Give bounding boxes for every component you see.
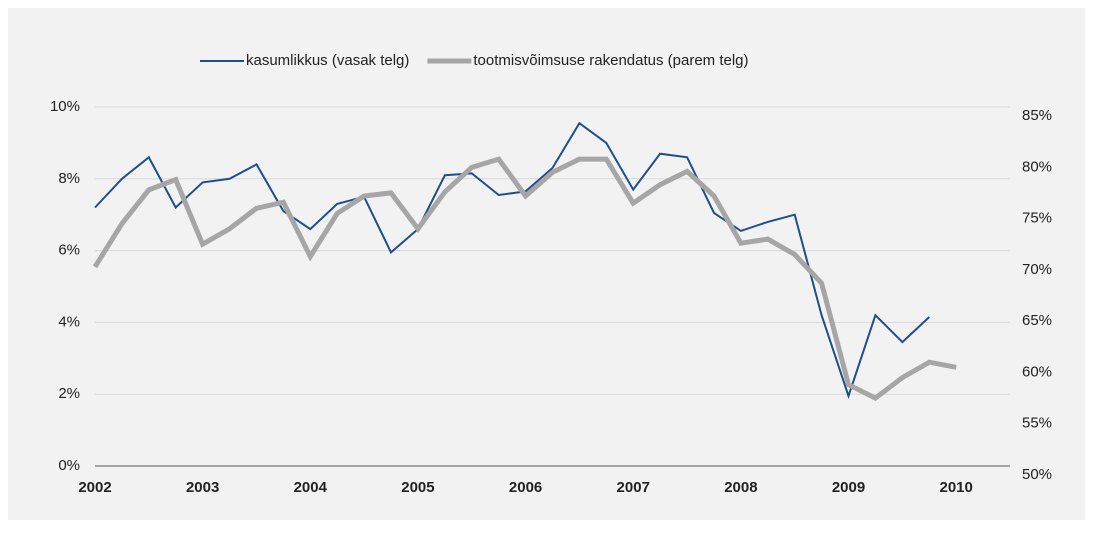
y-tick-label: 4% [58, 313, 80, 330]
series-line [92, 156, 957, 402]
y2-tick-label: 75% [1022, 210, 1052, 227]
legend-label: kasumlikkus (vasak telg) [246, 52, 409, 69]
legend-label: tootmisvõimsuse rakendatus (parem telg) [473, 52, 748, 69]
x-tick-label: 2010 [939, 479, 972, 496]
x-tick-label: 2009 [832, 479, 865, 496]
y2-tick-label: 80% [1022, 158, 1052, 175]
y-tick-label: 10% [50, 98, 80, 115]
chart-background [8, 8, 1085, 520]
y-tick-label: 0% [58, 457, 80, 474]
series-line [94, 121, 930, 400]
y-tick-label: 6% [58, 242, 80, 259]
x-tick-label: 2003 [186, 479, 219, 496]
x-tick-label: 2002 [78, 479, 111, 496]
y-tick-label: 2% [58, 385, 80, 402]
y2-tick-label: 65% [1022, 312, 1052, 329]
x-tick-label: 2006 [509, 479, 542, 496]
x-tick-label: 2005 [401, 479, 434, 496]
y-tick-label: 8% [58, 170, 80, 187]
x-tick-label: 2007 [617, 479, 650, 496]
y2-tick-label: 55% [1022, 415, 1052, 432]
y2-tick-label: 70% [1022, 261, 1052, 278]
x-tick-label: 2004 [294, 479, 328, 496]
y2-tick-label: 85% [1022, 107, 1052, 124]
x-tick-label: 2008 [724, 479, 757, 496]
y2-tick-label: 50% [1022, 466, 1052, 483]
y2-tick-label: 60% [1022, 363, 1052, 380]
